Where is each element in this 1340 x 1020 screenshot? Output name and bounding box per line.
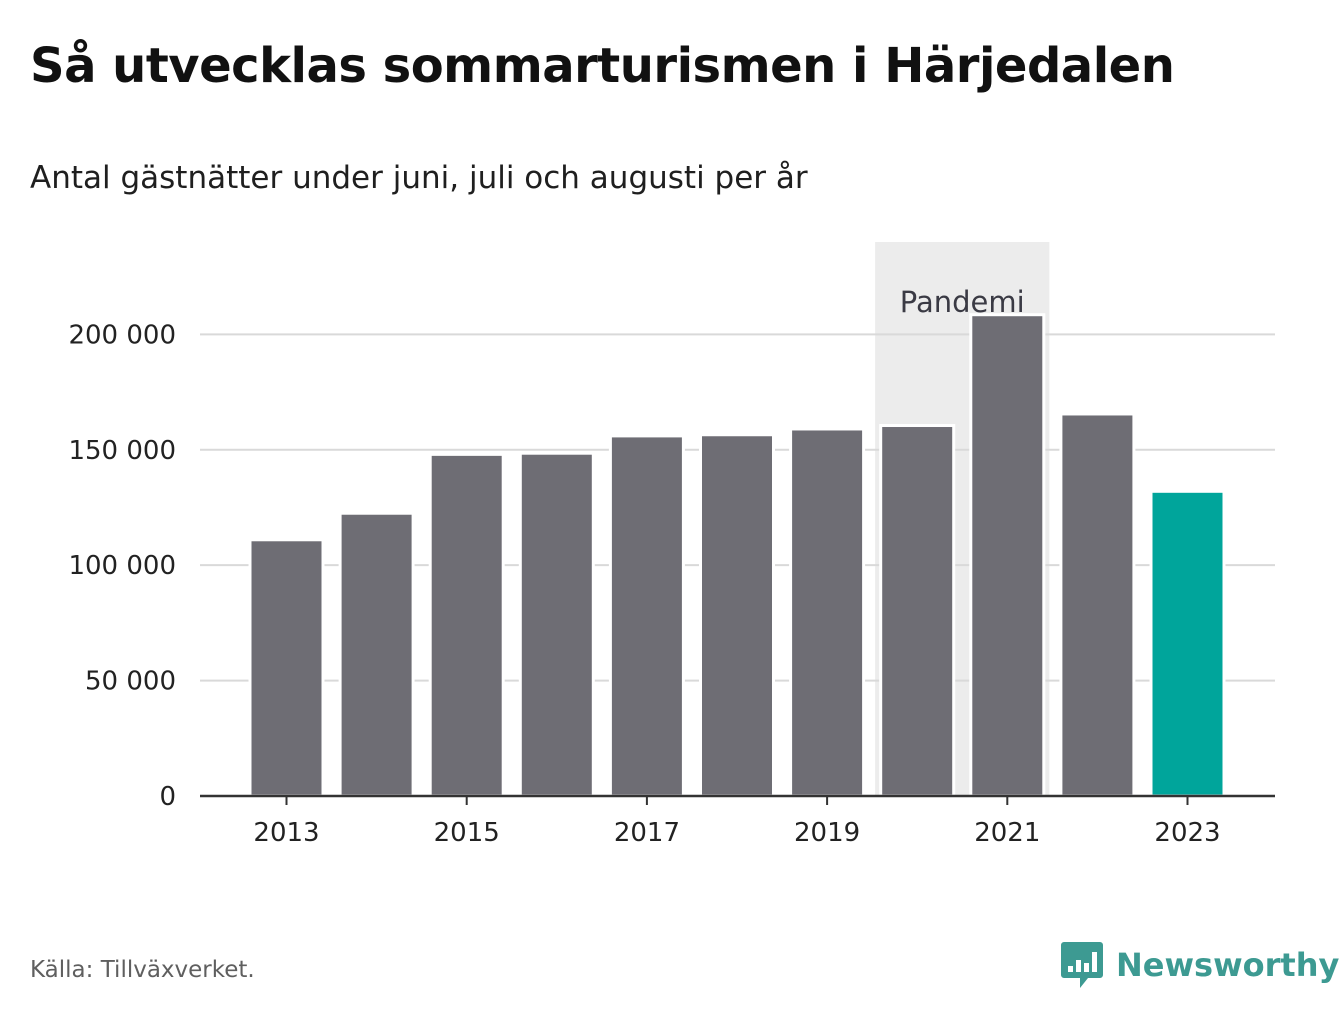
y-tick-label: 150 000 [68, 436, 176, 466]
source-note: Källa: Tillväxverket. [30, 957, 255, 983]
bar-2017 [608, 434, 685, 798]
bar-2020 [879, 424, 956, 798]
y-tick-label: 50 000 [85, 667, 176, 697]
bars [248, 313, 1226, 798]
bar-2021 [969, 313, 1046, 798]
bar-2015 [428, 452, 505, 798]
x-tick-label: 2017 [614, 818, 680, 848]
y-tick-label: 100 000 [68, 551, 176, 581]
x-tick-label: 2021 [974, 818, 1040, 848]
x-tick-label: 2015 [434, 818, 500, 848]
bar-2013 [248, 538, 325, 798]
chart-subtitle: Antal gästnätter under juni, juli och au… [30, 160, 808, 196]
newsworthy-logo-icon [1061, 942, 1103, 988]
y-tick-label: 200 000 [68, 320, 176, 350]
y-tick-label: 0 [159, 782, 176, 812]
x-tick-label: 2023 [1154, 818, 1220, 848]
bar-2018 [699, 433, 775, 798]
brand: Newsworthy [1060, 940, 1339, 990]
axes: 0 50 000 100 000 150 000 200 000 2013 2015 2017… [68, 320, 1275, 848]
x-tick-label: 2019 [794, 818, 860, 848]
bar-2022 [1059, 412, 1136, 798]
bar-2014 [338, 511, 415, 798]
brand-name: Newsworthy [1116, 946, 1340, 984]
x-tick-label: 2013 [253, 818, 319, 848]
bar-2019 [789, 427, 866, 798]
bar-2016 [518, 451, 595, 798]
bar-2023 [1149, 489, 1226, 798]
chart-title: Så utvecklas sommarturismen i Härjedalen [30, 38, 1175, 94]
